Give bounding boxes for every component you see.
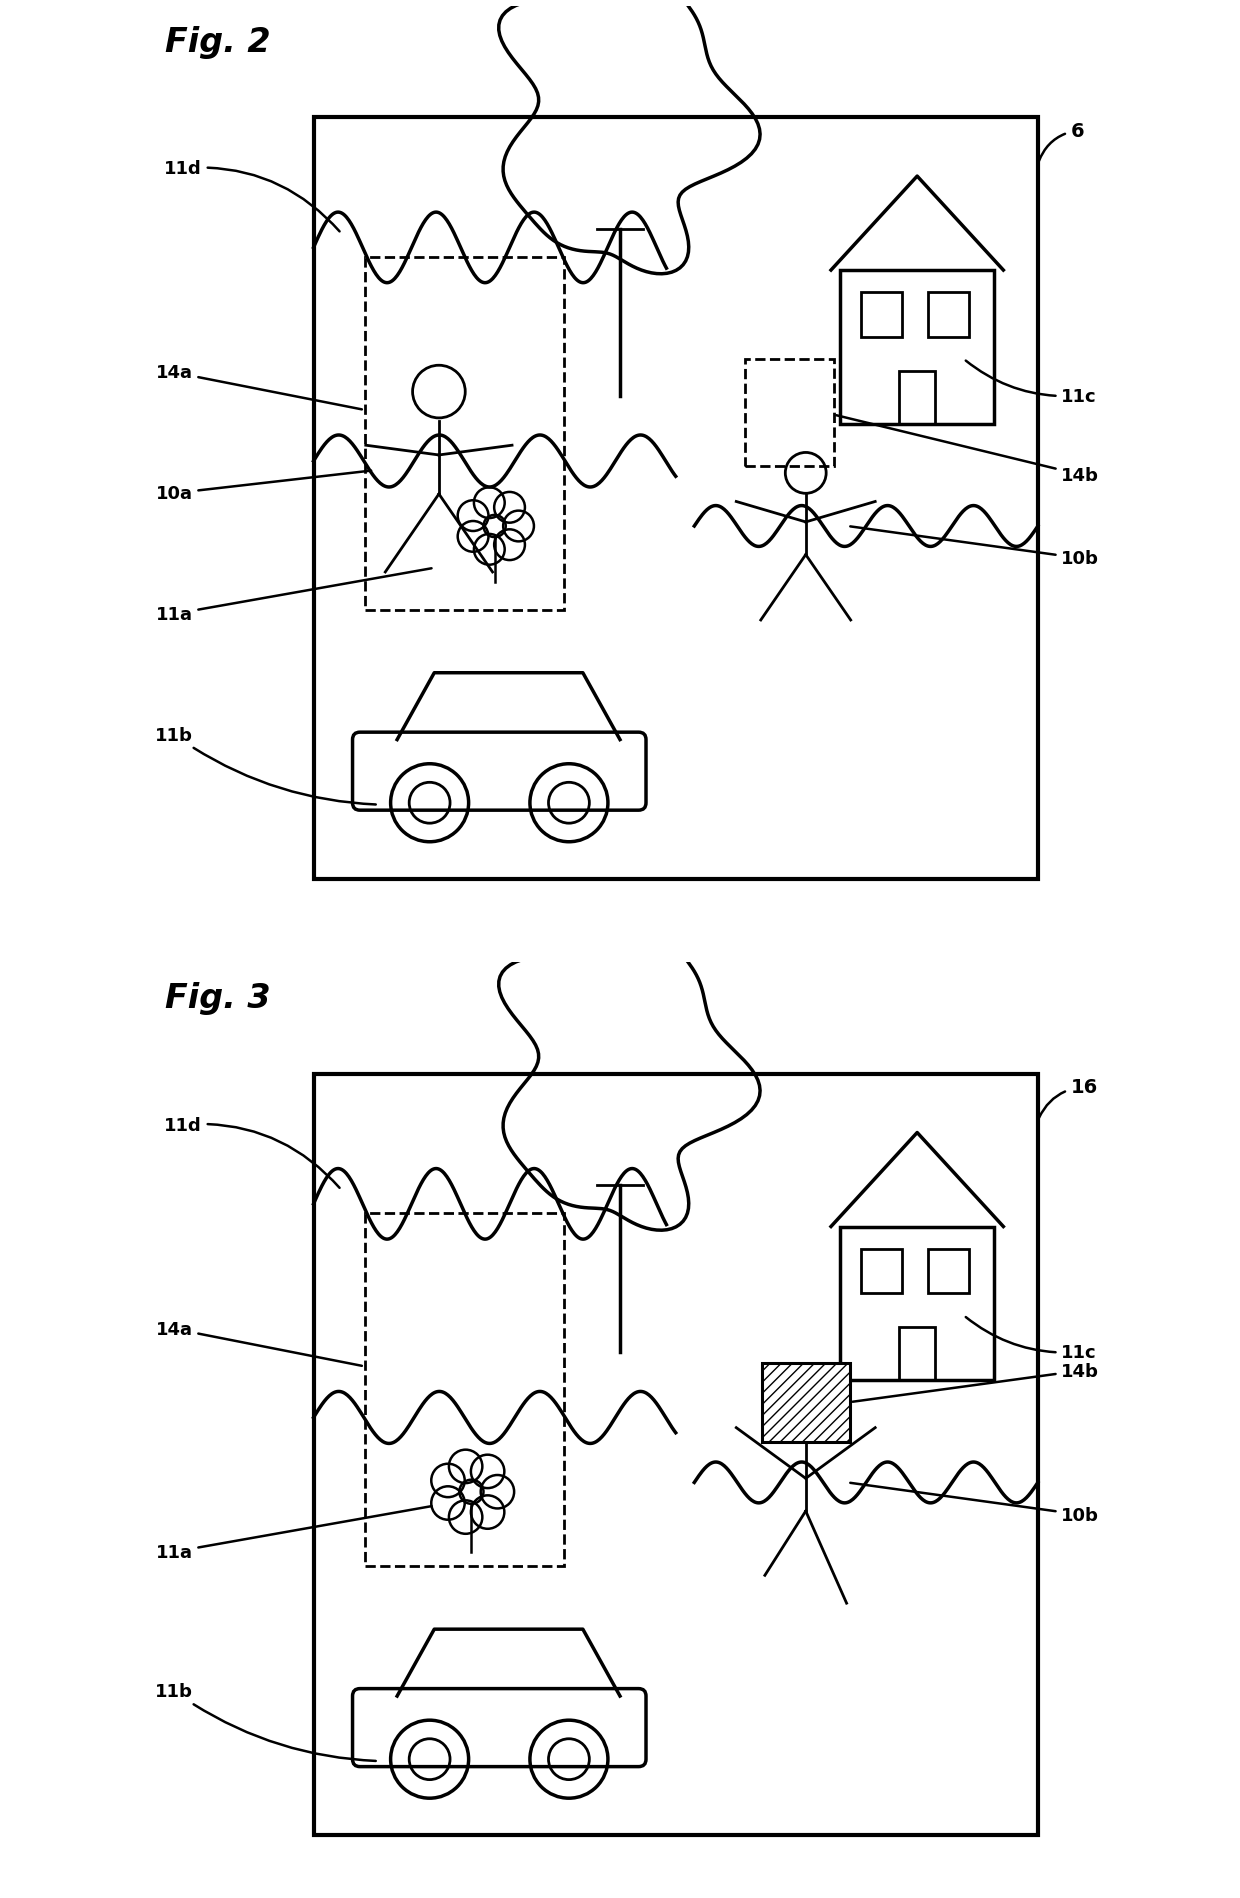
Text: 14a: 14a bbox=[156, 364, 362, 410]
Text: Fig. 3: Fig. 3 bbox=[165, 981, 270, 1014]
Bar bbox=[365, 1213, 564, 1566]
Text: 11a: 11a bbox=[156, 569, 432, 624]
Text: 14b: 14b bbox=[853, 1363, 1099, 1403]
Text: Fig. 2: Fig. 2 bbox=[165, 25, 270, 59]
Text: 11c: 11c bbox=[966, 361, 1096, 406]
Bar bbox=[899, 372, 935, 425]
Bar bbox=[899, 1327, 935, 1380]
Text: 11b: 11b bbox=[155, 727, 376, 805]
Text: 16: 16 bbox=[1039, 1078, 1097, 1118]
Text: 6: 6 bbox=[1039, 121, 1084, 161]
Text: 11b: 11b bbox=[155, 1682, 376, 1761]
Bar bbox=[314, 118, 1038, 879]
Text: 11d: 11d bbox=[165, 159, 340, 232]
Bar bbox=[745, 359, 833, 467]
Bar bbox=[861, 294, 901, 338]
Bar bbox=[314, 1074, 1038, 1835]
Bar bbox=[841, 271, 994, 425]
Text: 10b: 10b bbox=[851, 528, 1099, 568]
Bar bbox=[861, 1249, 901, 1294]
Text: 10b: 10b bbox=[851, 1482, 1099, 1524]
Bar bbox=[365, 258, 564, 611]
Bar bbox=[841, 1226, 994, 1380]
Bar bbox=[929, 1249, 970, 1294]
Text: 11d: 11d bbox=[165, 1116, 340, 1188]
Bar bbox=[929, 294, 970, 338]
Text: 14a: 14a bbox=[156, 1321, 362, 1367]
Text: 14b: 14b bbox=[836, 416, 1099, 484]
Bar bbox=[761, 1363, 849, 1442]
Text: 10a: 10a bbox=[156, 471, 371, 503]
Text: 11c: 11c bbox=[966, 1317, 1096, 1361]
Text: 11a: 11a bbox=[156, 1507, 432, 1560]
